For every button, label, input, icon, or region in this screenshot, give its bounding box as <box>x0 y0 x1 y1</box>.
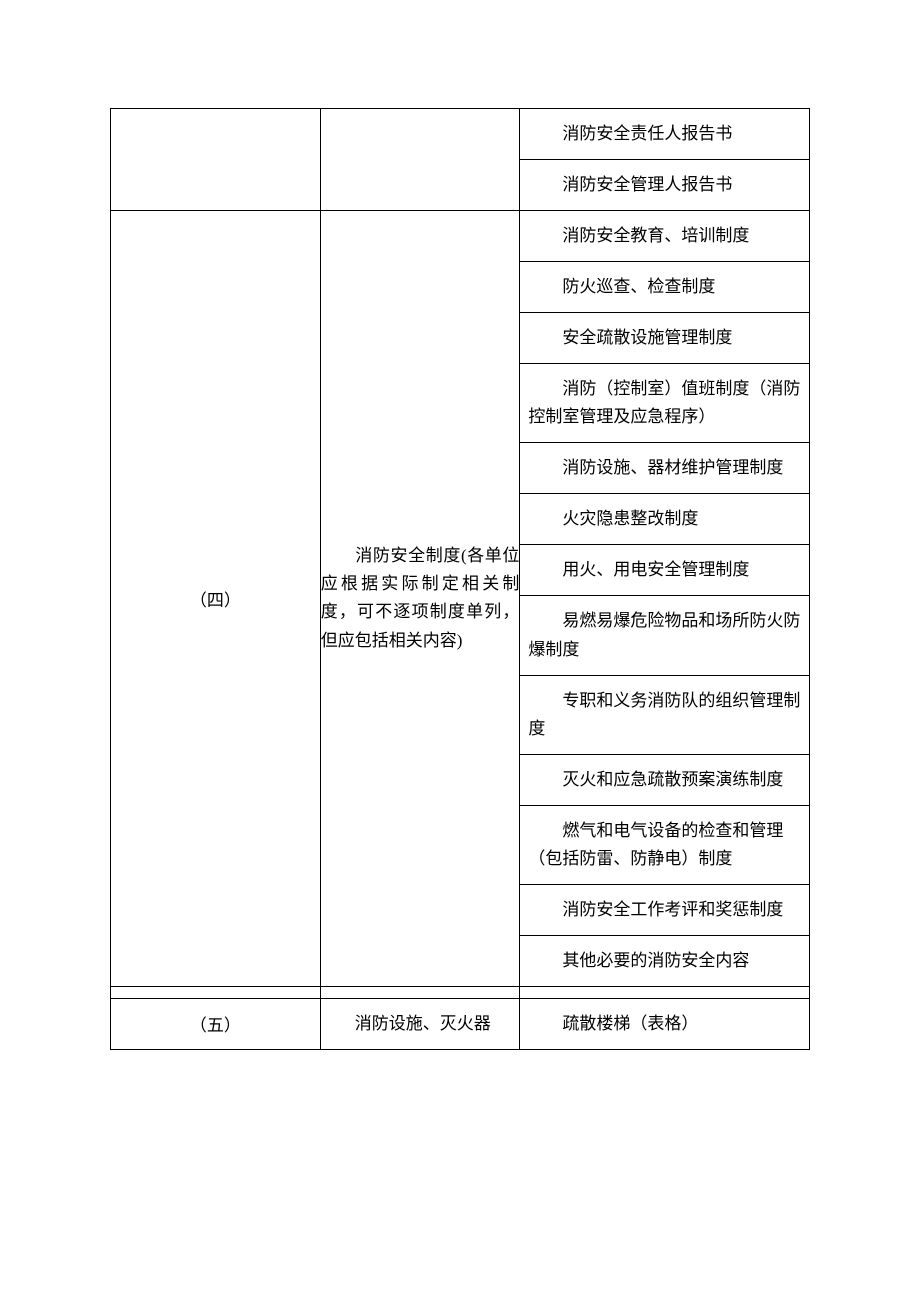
section-number-cell: （五） <box>111 998 321 1049</box>
items-cell: 消防安全责任人报告书消防安全管理人报告书 <box>520 109 810 211</box>
item-row: 安全疏散设施管理制度 <box>520 313 809 364</box>
section-title-text: 消防设施、灭火器 <box>321 1010 520 1038</box>
item-cell: 易燃易爆危险物品和场所防火防爆制度 <box>520 596 809 675</box>
table-row <box>111 986 810 998</box>
item-cell: 消防安全教育、培训制度 <box>520 211 809 262</box>
item-row: 其他必要的消防安全内容 <box>520 935 809 986</box>
item-row: 燃气和电气设备的检查和管理（包括防雷、防静电）制度 <box>520 805 809 884</box>
item-cell: 其他必要的消防安全内容 <box>520 935 809 986</box>
item-row: 消防设施、器材维护管理制度 <box>520 443 809 494</box>
item-cell: 燃气和电气设备的检查和管理（包括防雷、防静电）制度 <box>520 805 809 884</box>
items-inner-table: 消防安全责任人报告书消防安全管理人报告书 <box>520 109 809 210</box>
item-row: 易燃易爆危险物品和场所防火防爆制度 <box>520 596 809 675</box>
section-title-cell: 消防设施、灭火器 <box>320 998 520 1049</box>
item-row: 消防安全管理人报告书 <box>520 160 809 211</box>
item-cell: 消防安全工作考评和奖惩制度 <box>520 884 809 935</box>
item-cell: 消防设施、器材维护管理制度 <box>520 443 809 494</box>
items-cell: 消防安全教育、培训制度防火巡查、检查制度安全疏散设施管理制度消防（控制室）值班制… <box>520 211 810 987</box>
spacer-cell <box>111 986 321 998</box>
spacer-cell <box>520 986 810 998</box>
item-cell: 疏散楼梯（表格） <box>520 999 809 1049</box>
item-row: 消防安全教育、培训制度 <box>520 211 809 262</box>
item-cell: 火灾隐患整改制度 <box>520 494 809 545</box>
table-row: （五）消防设施、灭火器疏散楼梯（表格） <box>111 998 810 1049</box>
item-cell: 消防安全责任人报告书 <box>520 109 809 160</box>
item-row: 疏散楼梯（表格） <box>520 999 809 1049</box>
item-row: 消防（控制室）值班制度（消防控制室管理及应急程序） <box>520 364 809 443</box>
table-row: 消防安全责任人报告书消防安全管理人报告书 <box>111 109 810 211</box>
item-cell: 灭火和应急疏散预案演练制度 <box>520 754 809 805</box>
items-inner-table: 疏散楼梯（表格） <box>520 999 809 1049</box>
item-row: 消防安全工作考评和奖惩制度 <box>520 884 809 935</box>
item-cell: 防火巡查、检查制度 <box>520 262 809 313</box>
item-cell: 专职和义务消防队的组织管理制度 <box>520 675 809 754</box>
item-row: 用火、用电安全管理制度 <box>520 545 809 596</box>
items-inner-table: 消防安全教育、培训制度防火巡查、检查制度安全疏散设施管理制度消防（控制室）值班制… <box>520 211 809 986</box>
item-cell: 消防安全管理人报告书 <box>520 160 809 211</box>
section-title-text: 消防安全制度(各单位应根据实际制定相关制度，可不逐项制度单列，但应包括相关内容) <box>321 542 520 654</box>
section-title-cell <box>320 109 520 211</box>
item-row: 专职和义务消防队的组织管理制度 <box>520 675 809 754</box>
spacer-cell <box>320 986 520 998</box>
item-row: 消防安全责任人报告书 <box>520 109 809 160</box>
item-row: 火灾隐患整改制度 <box>520 494 809 545</box>
item-row: 灭火和应急疏散预案演练制度 <box>520 754 809 805</box>
table-row: （四）消防安全制度(各单位应根据实际制定相关制度，可不逐项制度单列，但应包括相关… <box>111 211 810 987</box>
item-row: 防火巡查、检查制度 <box>520 262 809 313</box>
section-number-cell <box>111 109 321 211</box>
fire-safety-table: 消防安全责任人报告书消防安全管理人报告书（四）消防安全制度(各单位应根据实际制定… <box>110 108 810 1050</box>
section-number-cell: （四） <box>111 211 321 987</box>
section-title-cell: 消防安全制度(各单位应根据实际制定相关制度，可不逐项制度单列，但应包括相关内容) <box>320 211 520 987</box>
item-cell: 消防（控制室）值班制度（消防控制室管理及应急程序） <box>520 364 809 443</box>
items-cell: 疏散楼梯（表格） <box>520 998 810 1049</box>
item-cell: 安全疏散设施管理制度 <box>520 313 809 364</box>
item-cell: 用火、用电安全管理制度 <box>520 545 809 596</box>
